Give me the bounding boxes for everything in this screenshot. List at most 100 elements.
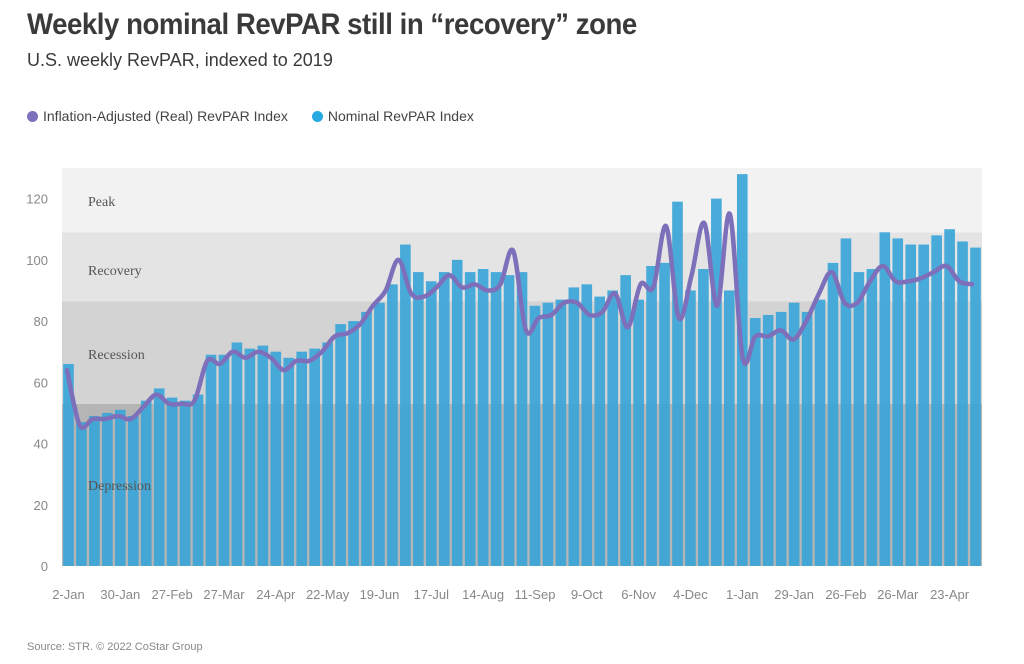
bar xyxy=(127,415,139,566)
bar xyxy=(374,302,385,566)
bar xyxy=(762,314,774,566)
bar xyxy=(788,302,800,566)
bar xyxy=(568,287,580,566)
bar xyxy=(749,318,761,566)
x-tick-label: 2-Jan xyxy=(52,587,85,602)
bar xyxy=(672,201,683,566)
bar xyxy=(89,415,100,566)
x-tick-label: 1-Jan xyxy=(726,587,759,602)
bar xyxy=(166,397,178,566)
bar xyxy=(218,354,230,566)
bar xyxy=(477,269,489,566)
x-tick-label: 24-Apr xyxy=(256,587,296,602)
bar xyxy=(257,345,269,566)
bar xyxy=(542,302,554,566)
bar xyxy=(581,284,593,566)
x-tick-label: 26-Mar xyxy=(877,587,919,602)
bar xyxy=(775,311,787,566)
x-tick-label: 19-Jun xyxy=(360,587,400,602)
y-tick-label: 20 xyxy=(34,498,48,513)
bar xyxy=(853,272,865,566)
bar xyxy=(970,247,981,566)
real-revpar-line xyxy=(64,211,975,431)
bar xyxy=(866,269,878,566)
x-tick-label: 30-Jan xyxy=(100,587,140,602)
bar xyxy=(555,299,567,566)
bar xyxy=(153,388,165,566)
bar xyxy=(931,235,942,566)
y-tick-label: 60 xyxy=(34,375,48,390)
bar xyxy=(918,244,930,567)
bar xyxy=(296,351,308,566)
bar xyxy=(231,342,243,566)
y-tick-label: 80 xyxy=(34,314,48,329)
bar xyxy=(698,269,709,566)
bar xyxy=(114,409,126,566)
bar xyxy=(387,284,398,566)
bar xyxy=(335,324,346,566)
bar xyxy=(840,238,852,566)
bar xyxy=(192,394,204,566)
bar xyxy=(516,272,528,566)
zone-label-recession: Recession xyxy=(88,348,145,363)
x-tick-label: 17-Jul xyxy=(414,587,450,602)
bar xyxy=(400,244,411,567)
x-tick-label: 6-Nov xyxy=(621,587,656,602)
y-tick-label: 100 xyxy=(26,253,48,268)
legend-swatch-nominal xyxy=(311,110,323,122)
legend-item-real: Inflation-Adjusted (Real) RevPAR Index xyxy=(27,108,288,124)
bar xyxy=(957,241,968,566)
x-tick-label: 4-Dec xyxy=(673,587,708,602)
bar xyxy=(425,281,437,566)
bar xyxy=(205,354,217,566)
bar xyxy=(620,275,631,566)
bar xyxy=(464,272,476,566)
bar xyxy=(607,290,619,566)
chart-title: Weekly nominal RevPAR still in “recovery… xyxy=(27,8,637,41)
bar xyxy=(361,311,372,566)
x-tick-label: 26-Feb xyxy=(825,587,866,602)
x-tick-label: 23-Apr xyxy=(930,587,970,602)
zone-label-peak: Peak xyxy=(88,195,115,210)
bar xyxy=(179,400,191,566)
bar xyxy=(102,412,113,566)
bar xyxy=(944,229,955,566)
bar xyxy=(529,305,541,566)
bar xyxy=(490,272,502,566)
bar xyxy=(711,198,722,566)
bar xyxy=(270,351,282,566)
legend: Inflation-Adjusted (Real) RevPAR Index N… xyxy=(27,108,474,124)
x-tick-label: 27-Feb xyxy=(152,587,193,602)
bar xyxy=(322,342,333,566)
bar xyxy=(413,272,424,566)
bar xyxy=(646,265,657,566)
zone-label-depression: Depression xyxy=(88,479,151,494)
x-tick-label: 27-Mar xyxy=(203,587,245,602)
zone-label-recovery: Recovery xyxy=(88,264,142,279)
bar xyxy=(905,244,917,567)
bar xyxy=(63,363,74,566)
legend-label-real: Inflation-Adjusted (Real) RevPAR Index xyxy=(43,108,288,124)
bar xyxy=(736,174,748,566)
bar xyxy=(244,348,256,566)
bar xyxy=(892,238,904,566)
bar xyxy=(438,272,450,566)
y-tick-label: 0 xyxy=(41,559,48,574)
legend-label-nominal: Nominal RevPAR Index xyxy=(327,108,474,124)
bar xyxy=(633,299,644,566)
bar xyxy=(140,400,152,566)
bar xyxy=(76,422,87,566)
bar xyxy=(879,232,891,567)
bar xyxy=(309,348,320,566)
y-tick-label: 40 xyxy=(34,437,48,452)
bar xyxy=(594,296,606,566)
bar xyxy=(685,290,696,566)
bar xyxy=(827,262,839,566)
x-tick-label: 29-Jan xyxy=(774,587,814,602)
source-note: Source: STR. © 2022 CoStar Group xyxy=(27,641,203,653)
bar xyxy=(801,311,813,566)
x-tick-label: 22-May xyxy=(306,587,350,602)
legend-swatch-real xyxy=(27,110,38,122)
bar xyxy=(283,357,295,566)
